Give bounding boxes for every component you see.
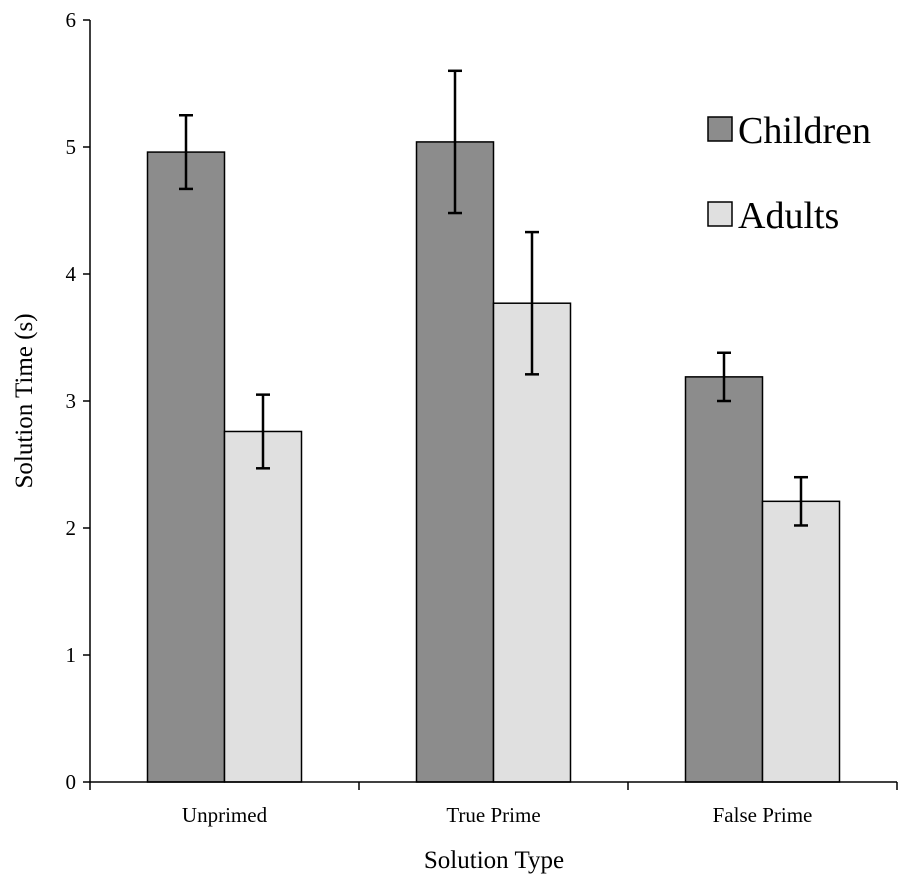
- bar-children-unprimed: [146, 151, 226, 783]
- bar-adults-false-prime: [761, 500, 841, 783]
- legend: Children Adults: [707, 110, 871, 237]
- y-tick-label: 4: [66, 262, 77, 286]
- y-axis-title: Solution Time (s): [11, 313, 38, 488]
- y-tick-label: 6: [66, 8, 77, 32]
- y-tick-label: 0: [66, 770, 77, 794]
- legend-swatch-adults: [707, 201, 733, 227]
- axes: 0 1 2 3 4 5 6 Unprimed True Prime False Prime: [66, 8, 898, 827]
- y-tick-label: 1: [66, 643, 77, 667]
- legend-swatch-children: [707, 116, 733, 142]
- plot-area: [146, 69, 841, 783]
- y-tick-label: 2: [66, 516, 77, 540]
- x-tick-label: True Prime: [446, 803, 540, 827]
- bar-adults-true-prime: [492, 302, 572, 783]
- y-tick-label: 5: [66, 135, 77, 159]
- legend-label-children: Children: [738, 110, 871, 152]
- legend-label-adults: Adults: [738, 195, 839, 237]
- x-tick-label: False Prime: [713, 803, 813, 827]
- x-tick-label: Unprimed: [182, 803, 268, 827]
- x-axis-title: Solution Type: [424, 847, 564, 874]
- y-tick-label: 3: [66, 389, 77, 413]
- bar-adults-unprimed: [223, 430, 303, 783]
- bar-children-true-prime: [415, 141, 495, 783]
- bar-children-false-prime: [684, 376, 764, 783]
